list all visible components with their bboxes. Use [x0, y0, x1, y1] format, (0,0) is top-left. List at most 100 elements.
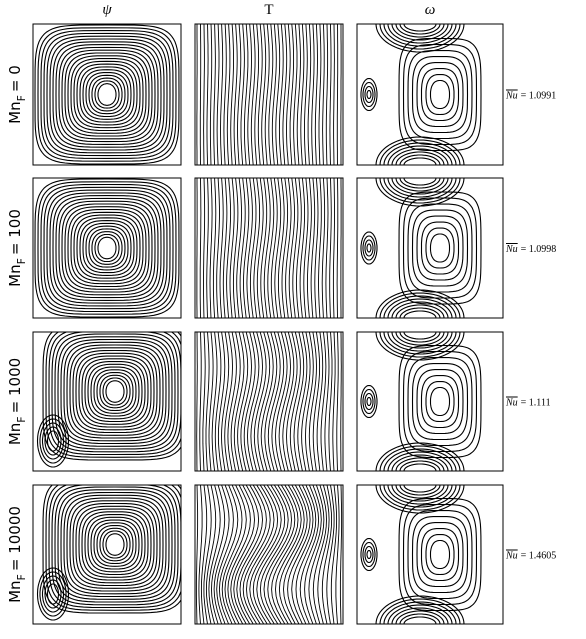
temperature-contour: [200, 485, 208, 624]
vorticity-contour: [407, 203, 473, 293]
vorticity-contour: [429, 233, 451, 263]
nusselt-symbol: Nu: [505, 244, 518, 255]
vorticity-contour: [387, 24, 453, 44]
temperature-contour: [295, 178, 302, 318]
vorticity-contour: [364, 545, 374, 564]
vorticity-contour: [402, 43, 478, 146]
vorticity-contour: [379, 24, 461, 50]
psi-contour: [61, 203, 153, 293]
psi-contour: [34, 24, 180, 165]
psi-contour: [41, 575, 65, 613]
temperature-contour: [277, 178, 285, 318]
psi-contour: [58, 200, 156, 296]
psi-contour: [94, 233, 120, 263]
contour-plot: [360, 24, 482, 165]
temperature-contour: [287, 485, 311, 624]
panel-frame: [32, 23, 182, 166]
temperature-contour: [281, 178, 289, 318]
vorticity-contour: [395, 332, 445, 346]
temperature-contour: [212, 178, 217, 318]
temperature-contour: [335, 485, 340, 624]
vorticity-contour: [407, 49, 473, 140]
temperature-contour: [340, 332, 342, 471]
psi-contour: [91, 231, 123, 265]
psi-contour: [44, 426, 62, 456]
temperature-contour: [230, 485, 255, 624]
psi-contour: [63, 341, 167, 442]
vorticity-contour: [366, 243, 372, 253]
temperature-contour: [217, 332, 226, 471]
temperature-contour: [233, 485, 260, 624]
temperature-contour: [286, 332, 298, 471]
psi-contour: [69, 347, 161, 436]
psi-contour: [82, 222, 132, 274]
temperature-contour: [282, 24, 288, 165]
row-label-base: Mn: [6, 101, 24, 123]
temperature-contour: [318, 178, 322, 318]
temperature-contour: [271, 24, 277, 165]
temperature-contour: [216, 178, 220, 318]
temperature-contour: [326, 485, 335, 624]
row-label-eq: = 0: [6, 65, 24, 92]
temperature-contour: [322, 24, 325, 165]
temperature-contour: [227, 485, 251, 624]
temperature-contour: [314, 24, 318, 165]
psi-contour: [78, 508, 152, 581]
vorticity-contour: [379, 332, 461, 358]
vorticity-contour: [375, 485, 465, 514]
vorticity-contour: [362, 235, 376, 261]
psi-contour: [58, 46, 156, 143]
temperature-contour: [209, 178, 213, 318]
vorticity-contour: [399, 307, 441, 318]
psi-contour: [67, 208, 147, 288]
temperature-contour: [250, 332, 263, 471]
nusselt-value: = 1.111: [521, 398, 551, 409]
temperature-contour: [308, 332, 317, 471]
temperature-contour: [328, 332, 333, 471]
temperature-contour: [237, 24, 242, 165]
vorticity-contour: [379, 445, 461, 471]
psi-contour: [73, 60, 141, 129]
contour-plot: [196, 332, 342, 471]
psi-contour: [52, 41, 162, 148]
psi-contour: [39, 571, 67, 617]
psi-contour: [72, 349, 158, 434]
temperature-contour: [259, 485, 289, 624]
temperature-contour: [317, 485, 330, 624]
nusselt-label: Nu = 1.111: [505, 398, 551, 409]
vorticity-contour: [360, 537, 378, 572]
temperature-contour: [291, 485, 314, 624]
temperature-contour: [224, 332, 233, 471]
temperature-contour: [230, 332, 241, 471]
temperature-contour: [239, 485, 267, 624]
psi-contour: [93, 522, 137, 567]
nusselt-symbol: Nu: [505, 398, 518, 409]
temperature-contour: [267, 485, 296, 624]
contour-plot: [360, 485, 482, 624]
psi-contour: [96, 371, 134, 412]
temperature-contour: [278, 485, 305, 624]
psi-contour: [43, 186, 171, 310]
temperature-contour: [218, 485, 239, 624]
vorticity-contour: [379, 292, 461, 318]
temperature-contour: [292, 178, 299, 318]
temperature-contour: [305, 332, 314, 471]
temperature-contour: [209, 24, 213, 165]
temperature-contour: [243, 24, 249, 165]
temperature-contour: [233, 24, 238, 165]
row-label-sub: F: [15, 416, 28, 422]
temperature-contour: [214, 332, 222, 471]
temperature-contour: [339, 485, 343, 624]
vorticity-contour: [360, 384, 378, 419]
psi-contour: [49, 192, 165, 304]
temperature-contour: [303, 178, 309, 318]
vorticity-contour: [387, 604, 453, 624]
vorticity-contour: [375, 442, 465, 471]
psi-contour: [81, 358, 149, 425]
temperature-contour: [275, 332, 288, 471]
temperature-contour: [278, 332, 291, 471]
nusselt-label: Nu = 1.0998: [505, 244, 556, 255]
vorticity-contour: [362, 388, 376, 415]
temperature-contour: [242, 485, 271, 624]
